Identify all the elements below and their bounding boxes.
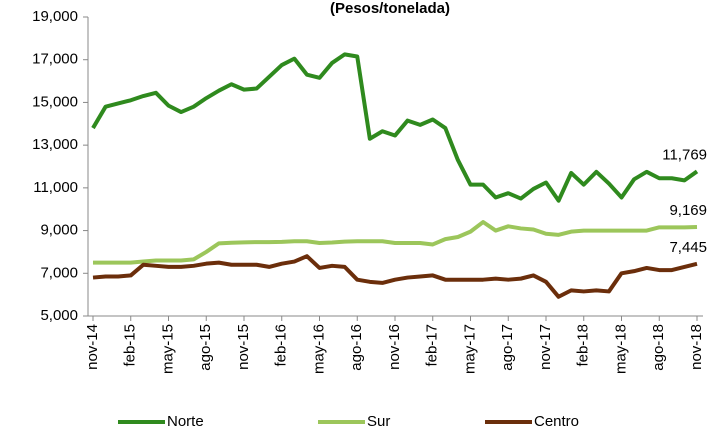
y-tick-label: 5,000 xyxy=(40,307,78,324)
y-tick-label: 19,000 xyxy=(32,8,78,25)
series-line xyxy=(92,254,698,299)
data-label: 11,769 xyxy=(662,146,707,163)
chart-title: (Pesos/tonelada) xyxy=(330,0,450,17)
y-tick-label: 13,000 xyxy=(32,136,78,153)
x-tick-label: feb-16 xyxy=(273,324,290,367)
x-tick-label: nov-16 xyxy=(386,324,403,370)
y-tick-label: 7,000 xyxy=(40,264,78,281)
legend-label: Sur xyxy=(367,413,390,430)
legend-label: Norte xyxy=(167,413,204,430)
x-tick-label: feb-18 xyxy=(575,324,592,367)
y-tick-label: 15,000 xyxy=(32,93,78,110)
x-tick-label: feb-17 xyxy=(424,324,441,367)
data-label: 7,445 xyxy=(669,239,707,256)
x-tick-label: nov-18 xyxy=(688,324,705,370)
x-tick-label: nov-14 xyxy=(84,324,101,370)
legend-label: Centro xyxy=(534,413,579,430)
y-tick-label: 9,000 xyxy=(40,222,78,239)
x-tick-label: may-15 xyxy=(159,324,176,374)
y-tick-label: 11,000 xyxy=(33,179,78,196)
x-tick-label: ago-15 xyxy=(197,324,214,371)
x-tick-label: ago-16 xyxy=(348,324,365,371)
x-tick-label: may-16 xyxy=(310,324,327,374)
x-tick-label: ago-17 xyxy=(499,324,516,371)
x-tick-label: nov-15 xyxy=(235,324,252,370)
data-label: 9,169 xyxy=(669,202,707,219)
y-tick-label: 17,000 xyxy=(32,51,78,68)
series-line xyxy=(91,52,699,203)
x-tick-label: ago-18 xyxy=(650,324,667,371)
x-tick-label: may-18 xyxy=(612,324,629,374)
x-tick-label: nov-17 xyxy=(537,324,554,370)
x-tick-label: feb-15 xyxy=(122,324,139,367)
x-tick-label: may-17 xyxy=(461,324,478,374)
series-line xyxy=(93,220,698,265)
